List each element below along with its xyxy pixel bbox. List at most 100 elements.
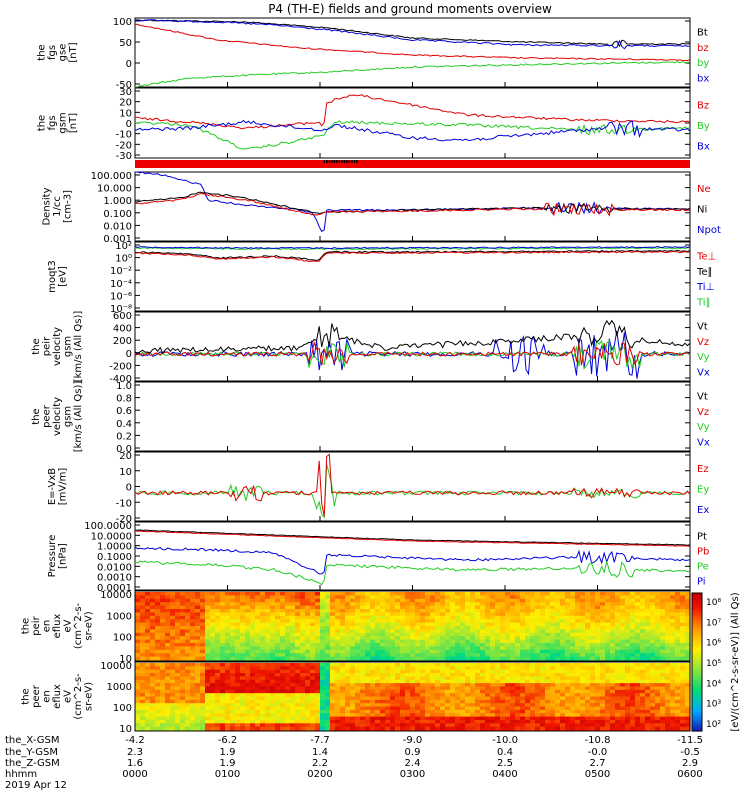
spectrogram-cell [340, 612, 346, 617]
spectrogram-cell [255, 598, 261, 603]
colorbar-cell [692, 639, 702, 642]
spectrogram-cell [655, 609, 661, 613]
spectrogram-cell [335, 689, 341, 694]
spectrogram-cell [630, 609, 636, 613]
spectrogram-cell [245, 719, 251, 724]
spectrogram-cell [165, 656, 171, 661]
spectrogram-cell [360, 612, 366, 617]
spectrogram-cell [415, 726, 421, 731]
spectrogram-cell [270, 666, 276, 671]
spectrogram-cell [530, 622, 536, 627]
spectrogram-cell [385, 673, 391, 677]
spectrogram-cell [210, 653, 216, 658]
spectrogram-cell [655, 646, 661, 651]
spectrogram-cell [220, 646, 226, 651]
spectrogram-cell [305, 636, 311, 641]
spectrogram-cell [235, 719, 241, 724]
spectrogram-cell [635, 592, 641, 596]
spectrogram-cell [290, 602, 296, 607]
spectrogram-cell [580, 626, 586, 630]
spectrogram-cell [400, 612, 406, 617]
spectrogram-cell [260, 726, 266, 731]
spectrogram-cell [395, 649, 401, 654]
spectrogram-cell [290, 716, 296, 721]
spectrogram-cell [445, 726, 451, 731]
spectrogram-cell [175, 703, 181, 708]
spectrogram-cell [260, 676, 266, 681]
spectrogram-cell [660, 626, 666, 630]
spectrogram-cell [190, 676, 196, 681]
spectrogram-cell [670, 713, 676, 718]
spectrogram-cell [350, 629, 356, 634]
spectrogram-cell [460, 629, 466, 634]
spectrogram-cell [555, 679, 561, 684]
spectrogram-cell [370, 595, 376, 600]
spectrogram-cell [400, 649, 406, 654]
spectrogram-cell [590, 592, 596, 596]
spectrogram-cell [205, 602, 211, 607]
spectrogram-cell [170, 629, 176, 634]
spectrogram-cell [625, 709, 631, 714]
spectrogram-cell [505, 666, 511, 671]
spectrogram-cell [595, 693, 601, 698]
spectrogram-cell [375, 689, 381, 694]
spectrogram-cell [175, 689, 181, 694]
spectrogram-cell [655, 598, 661, 603]
spectrogram-cell [560, 636, 566, 641]
spectrogram-cell [470, 683, 476, 688]
spectrogram-cell [585, 598, 591, 603]
spectrogram-cell [630, 622, 636, 627]
spectrogram-cell [385, 669, 391, 674]
spectrogram-cell [595, 656, 601, 661]
spectrogram-cell [255, 636, 261, 641]
spectrogram-cell [345, 619, 351, 624]
spectrogram-cell [140, 683, 146, 688]
spectrogram-cell [625, 653, 631, 658]
spectrogram-cell [210, 713, 216, 718]
spectrogram-cell [670, 629, 676, 634]
spectrogram-cell [315, 723, 321, 728]
spectrogram-cell [510, 636, 516, 641]
spectrogram-cell [605, 663, 611, 667]
spectrogram-cell [280, 595, 286, 600]
spectrogram-cell [385, 636, 391, 641]
spectrogram-cell [280, 615, 286, 620]
spectrogram-cell [415, 595, 421, 600]
spectrogram-cell [440, 592, 446, 596]
spectrogram-cell [520, 605, 526, 610]
spectrogram-cell [360, 598, 366, 603]
panel-frame [134, 381, 691, 452]
spectrogram-cell [415, 646, 421, 651]
spectrogram-cell [370, 636, 376, 641]
spectrogram-cell [425, 676, 431, 681]
spectrogram-cell [200, 683, 206, 688]
spectrogram-cell [475, 683, 481, 688]
spectrogram-cell [150, 612, 156, 617]
spectrogram-cell [285, 709, 291, 714]
spectrogram-cell [190, 713, 196, 718]
spectrogram-cell [150, 686, 156, 691]
spectrogram-cell [325, 622, 331, 627]
spectrogram-cell [630, 598, 636, 603]
spectrogram-cell [205, 719, 211, 724]
spectrogram-cell [580, 676, 586, 681]
spectrogram-cell [575, 686, 581, 691]
spectrogram-cell [500, 619, 506, 624]
spectrogram-cell [605, 632, 611, 637]
spectrogram-cell [555, 649, 561, 654]
spectrogram-cell [445, 605, 451, 610]
spectrogram-cell [370, 649, 376, 654]
spectrogram-cell [275, 605, 281, 610]
spectrogram-cell [500, 632, 506, 637]
spectrogram-cell [650, 639, 656, 644]
spectrogram-cell [200, 716, 206, 721]
spectrogram-cell [510, 615, 516, 620]
spectrogram-cell [380, 602, 386, 607]
spectrogram-cell [410, 709, 416, 714]
spectrogram-cell [245, 703, 251, 708]
spectrogram-cell [640, 605, 646, 610]
spectrogram-cell [685, 709, 691, 714]
spectrogram-cell [280, 605, 286, 610]
spectrogram-cell [235, 643, 241, 647]
y-tick-label: 10⁻² [110, 266, 132, 277]
